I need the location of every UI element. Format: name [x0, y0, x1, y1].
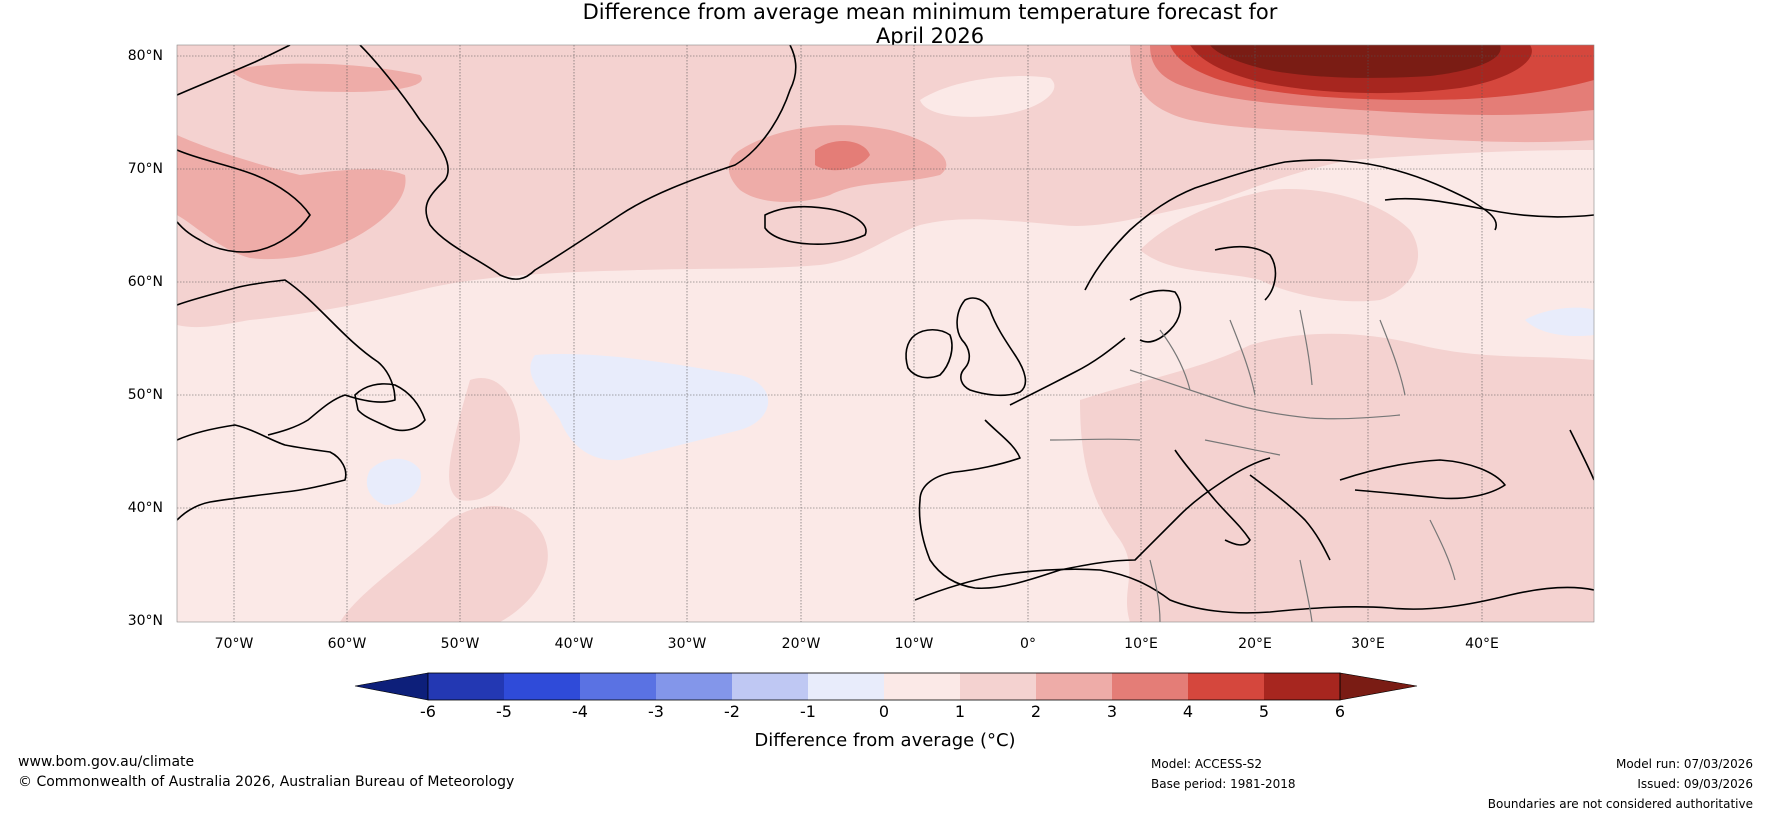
footer-model: Model: ACCESS-S2: [1151, 757, 1263, 771]
lon-label-50w: 50°W: [440, 636, 480, 652]
colorbar-extend-high: [1339, 672, 1418, 701]
title-line-2: April 2026: [875, 24, 985, 48]
anomaly-zone-above-6-arctic: [1210, 45, 1501, 78]
anomaly-zone-minus1-0-russia: [1525, 307, 1594, 337]
lon-label-10w: 10°W: [894, 636, 934, 652]
colorbar-seg-0-1: [884, 673, 960, 700]
coastline-maritimes: [177, 424, 347, 521]
coastline-scandinavia: [1084, 159, 1497, 343]
coastline-western-europe: [918, 337, 1271, 590]
colorbar-tick-minus2: -2: [724, 702, 740, 721]
lat-label-80n: 80°N: [127, 48, 163, 64]
colorbar-tick-5: 5: [1258, 702, 1270, 721]
colorbar-tick-minus3: -3: [648, 702, 664, 721]
coastline-newfoundland: [354, 383, 426, 432]
coastline-labrador: [177, 279, 396, 436]
colorbar-frame: [427, 672, 1341, 701]
coastline-great-britain: [956, 297, 1027, 397]
footer-website: www.bom.gov.au/climate: [18, 754, 195, 770]
anomaly-zone-1-2-europe: [1080, 333, 1594, 622]
graticule: [177, 45, 1594, 622]
anomaly-zone-2-3-labrador: [230, 63, 422, 92]
colorbar: [354, 672, 1418, 701]
colorbar-tick-1: 1: [954, 702, 966, 721]
lon-label-60w: 60°W: [327, 636, 367, 652]
coastline-ireland: [905, 328, 953, 379]
anomaly-zone-0-1-north-atlantic: [920, 76, 1055, 117]
national-borders: [1049, 309, 1456, 622]
colorbar-tick-4: 4: [1182, 702, 1194, 721]
colorbar-seg-minus3-minus2: [656, 673, 732, 700]
map-frame: [176, 44, 1595, 623]
title-line-1: Difference from average mean minimum tem…: [582, 0, 1278, 24]
lon-label-70w: 70°W: [214, 636, 254, 652]
coastlines: [177, 45, 1594, 614]
colorbar-seg-minus5-minus4: [504, 673, 580, 700]
lon-label-40w: 40°W: [554, 636, 594, 652]
lat-label-50n: 50°N: [127, 387, 163, 403]
colorbar-extend-low: [354, 672, 429, 701]
lon-label-30w: 30°W: [667, 636, 707, 652]
colorbar-seg-5-6: [1264, 673, 1340, 700]
anomaly-zone-1-2-atlantic: [340, 506, 548, 622]
colorbar-tick-0: 0: [878, 702, 890, 721]
colorbar-title: Difference from average (°C): [754, 730, 1016, 751]
lon-label-10e: 10°E: [1124, 636, 1158, 652]
footer-model-run: Model run: 07/03/2026: [1615, 757, 1753, 771]
anomaly-zone-1-2-ne-atlantic: [449, 378, 520, 501]
lon-label-40e: 40°E: [1465, 636, 1499, 652]
colorbar-seg-1-2: [960, 673, 1036, 700]
colorbar-tick-2: 2: [1030, 702, 1042, 721]
map-plot-area: [177, 45, 1594, 622]
lon-label-20e: 20°E: [1238, 636, 1272, 652]
coastline-russia-north: [1384, 197, 1594, 218]
colorbar-seg-2-3: [1036, 673, 1112, 700]
colorbar-tick-6: 6: [1334, 702, 1346, 721]
lat-label-40n: 40°N: [127, 500, 163, 516]
lat-label-60n: 60°N: [127, 274, 163, 290]
coastline-iceland: [764, 205, 867, 245]
footer-base-period: Base period: 1981-2018: [1151, 777, 1296, 791]
coastline-italy: [1174, 449, 1251, 546]
anomaly-zone-1-2-scandinavia: [1140, 189, 1419, 302]
lon-label-30e: 30°E: [1351, 636, 1385, 652]
footer-copyright: © Commonwealth of Australia 2026, Austra…: [18, 774, 515, 790]
chart-title: Difference from average mean minimum tem…: [520, 0, 1340, 48]
colorbar-tick-minus5: -5: [496, 702, 512, 721]
lon-label-20w: 20°W: [781, 636, 821, 652]
anomaly-zone-3-4-iceland: [815, 140, 870, 171]
colorbar-seg-minus4-minus3: [580, 673, 656, 700]
colorbar-tick-minus6: -6: [420, 702, 436, 721]
colorbar-seg-minus1-0: [808, 673, 884, 700]
coastline-balkans: [1249, 459, 1506, 561]
colorbar-seg-minus2-minus1: [732, 673, 808, 700]
lon-label-0: 0°: [1020, 636, 1036, 652]
lat-label-30n: 30°N: [127, 613, 163, 629]
lat-label-70n: 70°N: [127, 161, 163, 177]
colorbar-tick-3: 3: [1106, 702, 1118, 721]
coastline-caspian: [1569, 429, 1594, 481]
anomaly-zone-minus1-0-newfoundland: [366, 458, 421, 505]
footer-disclaimer: Boundaries are not considered authoritat…: [1487, 797, 1753, 811]
anomaly-zone-minus1-0-atlantic: [530, 354, 769, 461]
coastline-baffin: [177, 149, 311, 253]
coastline-greenland: [359, 45, 797, 280]
colorbar-seg-minus6-minus5: [428, 673, 504, 700]
footer-issued: Issued: 09/03/2026: [1637, 777, 1753, 791]
colorbar-tick-minus4: -4: [572, 702, 588, 721]
coastline-north-africa: [914, 568, 1594, 614]
colorbar-seg-4-5: [1188, 673, 1264, 700]
colorbar-seg-3-4: [1112, 673, 1188, 700]
coastline-canada-north: [177, 45, 291, 96]
colorbar-tick-minus1: -1: [800, 702, 816, 721]
